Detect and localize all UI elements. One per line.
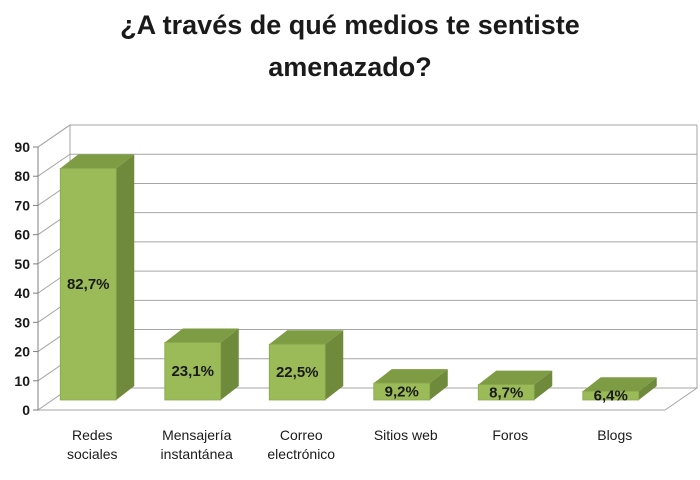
y-tick-label: 10 [14,373,30,389]
x-axis-categories: Redes sociales Mensajería instantánea Correo… [67,427,632,462]
y-tick-label: 90 [14,139,30,155]
data-label: 22,5% [276,364,319,381]
bar-side [429,369,448,400]
bar-front [477,384,535,401]
category-label: Sitios web [374,427,438,443]
bar-side [220,328,239,400]
chart-title-line-2: amenazado? [268,52,432,82]
gridline [37,329,697,352]
chart-title: ¿A través de qué medios te sentiste amen… [0,4,700,88]
bar-side [116,154,135,400]
gridline [37,153,697,177]
gridline [37,212,697,236]
category-label: Redes sociales [67,427,118,462]
gridline [37,358,697,382]
bar: 9,2% [373,369,448,401]
gridline [37,241,697,265]
bar-top [582,377,657,392]
bar-top [164,328,239,343]
bar: 22,5% [268,330,344,401]
gridline [37,299,697,323]
bar-front [164,342,222,401]
bar-front [373,382,431,401]
bar-front [59,167,117,401]
bars: 82,7% 23,1% 22,5% 9,2% 8,7% 6,4% [59,154,657,405]
y-tick-label: 30 [14,314,30,330]
y-tick-label: 40 [14,285,30,301]
y-axis-ticks: 0 10 20 30 40 50 60 70 80 90 [14,139,39,418]
bar: 23,1% [164,328,239,401]
bar-top [373,369,448,384]
data-label: 9,2% [385,384,419,401]
data-label: 23,1% [171,363,214,380]
y-tick-label: 0 [22,402,30,418]
gridlines [37,124,697,382]
bar-side [325,330,344,400]
bar-top [269,330,344,345]
y-tick-label: 20 [14,344,30,360]
chart-title-line-1: ¿A través de qué medios te sentiste [120,10,580,40]
bar-front [582,390,640,401]
category-label: Correo electrónico [267,427,335,462]
bar-front [268,343,326,401]
category-label: Blogs [597,427,632,443]
bar-side [638,377,657,400]
bar: 6,4% [582,377,657,405]
gridline [37,182,697,206]
bar-top [60,154,135,169]
bar: 82,7% [59,154,135,401]
category-label: Mensajería instantánea [161,427,234,462]
data-label: 8,7% [489,384,523,401]
y-tick-label: 60 [14,227,30,243]
bar: 8,7% [477,370,553,401]
data-label: 6,4% [594,388,628,405]
y-tick-label: 70 [14,197,30,213]
y-tick-label: 50 [14,256,30,272]
gridline [37,124,697,148]
chart-walls [36,124,699,411]
y-tick-label: 80 [14,168,30,184]
bar-top [478,370,553,385]
gridline [37,270,697,294]
category-label: Foros [492,427,528,443]
data-label: 82,7% [67,276,110,293]
bar-side [534,370,553,400]
